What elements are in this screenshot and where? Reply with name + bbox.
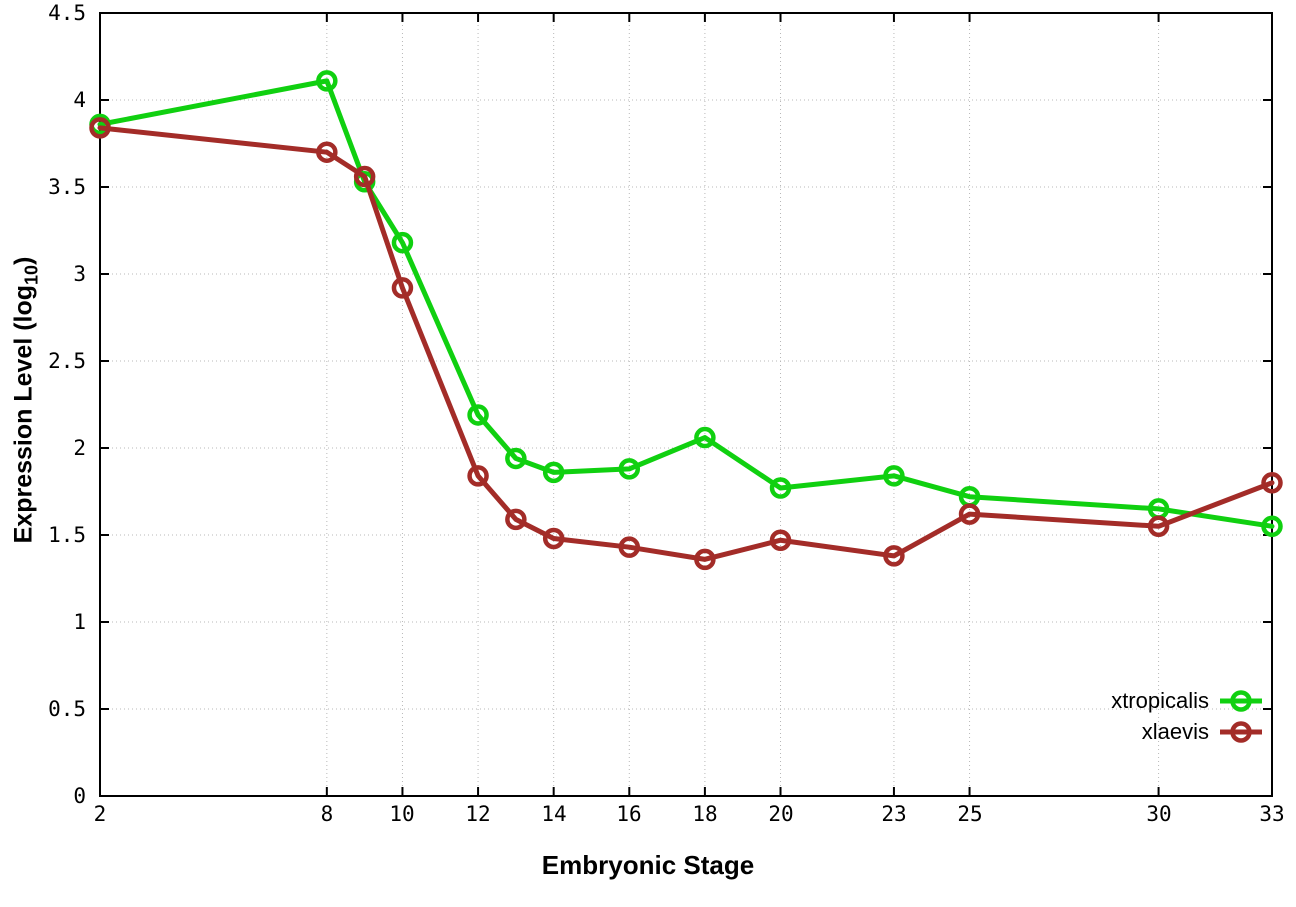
legend: xtropicalis xlaevis <box>1111 688 1264 745</box>
y-tick-label: 0.5 <box>48 697 86 721</box>
data-point-xtropicalis-stage-10 <box>391 231 414 254</box>
data-point-xlaevis-stage-23 <box>883 545 905 567</box>
legend-item-xlaevis: xlaevis <box>1142 719 1264 745</box>
data-point-xtropicalis-stage-23 <box>883 465 905 487</box>
y-tick-label: 2.5 <box>48 349 86 373</box>
data-point-xtropicalis-stage-20 <box>769 477 792 499</box>
x-tick-label: 8 <box>320 802 334 826</box>
legend-marker-xtropicalis-icon <box>1220 690 1262 712</box>
y-axis-title: Expression Level (log10) <box>10 257 43 544</box>
data-point-xlaevis-stage-25 <box>958 503 981 525</box>
x-tick-label: 18 <box>692 802 718 826</box>
data-point-xlaevis-stage-18 <box>694 548 716 571</box>
x-tick-label: 16 <box>616 802 642 826</box>
data-point-xlaevis-stage-30 <box>1147 515 1170 538</box>
data-point-xlaevis-stage-2 <box>89 117 111 139</box>
legend-item-xtropicalis: xtropicalis <box>1111 688 1264 714</box>
legend-label-xtropicalis: xtropicalis <box>1111 688 1209 713</box>
data-point-xtropicalis-stage-8 <box>316 70 338 92</box>
data-point-xlaevis-stage-12 <box>467 465 489 487</box>
data-point-xlaevis-stage-13 <box>505 508 527 531</box>
data-point-xtropicalis-stage-18 <box>694 426 716 449</box>
plot-border <box>99 12 1273 797</box>
data-point-xlaevis-stage-8 <box>316 141 338 163</box>
y-tick-label: 3 <box>73 262 86 286</box>
data-point-xtropicalis-stage-12 <box>467 404 489 426</box>
x-tick-label: 20 <box>768 802 794 826</box>
y-tick-label: 1 <box>73 610 86 634</box>
data-point-xlaevis-stage-16 <box>618 536 641 558</box>
data-point-xtropicalis-stage-14 <box>542 461 565 484</box>
data-point-xlaevis-stage-10 <box>391 277 414 299</box>
x-tick-label: 30 <box>1146 802 1172 826</box>
data-point-xlaevis-stage-20 <box>769 529 792 551</box>
x-tick-label: 25 <box>957 802 983 826</box>
y-tick-label: 4 <box>73 88 86 112</box>
data-point-xtropicalis-stage-13 <box>505 447 527 470</box>
x-tick-label: 23 <box>881 802 907 826</box>
data-point-xlaevis-stage-33 <box>1261 472 1283 494</box>
data-point-xlaevis-stage-14 <box>542 527 565 550</box>
x-tick-label: 2 <box>93 802 107 826</box>
x-tick-label: 14 <box>541 802 567 826</box>
legend-label-xlaevis: xlaevis <box>1141 719 1209 744</box>
series-line-xlaevis <box>97 125 1275 562</box>
y-tick-label: 1.5 <box>48 523 86 547</box>
y-tick-label: 2 <box>73 436 86 460</box>
x-tick-label: 33 <box>1259 802 1285 826</box>
data-point-xtropicalis-stage-33 <box>1261 515 1283 538</box>
y-axis-title-main: Expression Level (log <box>9 284 38 544</box>
data-point-xlaevis-stage-9 <box>353 165 376 188</box>
x-tick-label: 10 <box>389 802 415 826</box>
y-tick-label: 0 <box>73 784 86 808</box>
data-point-xtropicalis-stage-16 <box>618 458 641 480</box>
x-tick-label: 12 <box>465 802 491 826</box>
y-tick-label: 4.5 <box>48 1 86 25</box>
x-axis-title: Embryonic Stage <box>541 850 755 880</box>
y-tick-label: 3.5 <box>48 175 86 199</box>
legend-marker-xlaevis-icon <box>1220 721 1262 743</box>
